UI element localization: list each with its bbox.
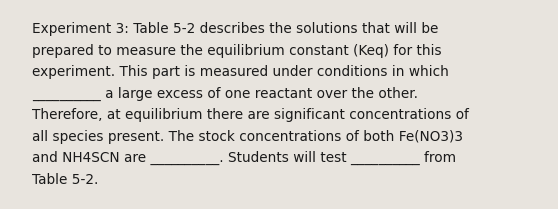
Text: experiment. This part is measured under conditions in which: experiment. This part is measured under … bbox=[32, 65, 449, 79]
Text: Therefore, at equilibrium there are significant concentrations of: Therefore, at equilibrium there are sign… bbox=[32, 108, 469, 122]
Text: and NH4SCN are __________. Students will test __________ from: and NH4SCN are __________. Students will… bbox=[32, 151, 456, 165]
Text: Table 5-2.: Table 5-2. bbox=[32, 172, 98, 186]
Text: prepared to measure the equilibrium constant (Keq) for this: prepared to measure the equilibrium cons… bbox=[32, 43, 441, 57]
Text: Experiment 3: Table 5-2 describes the solutions that will be: Experiment 3: Table 5-2 describes the so… bbox=[32, 22, 439, 36]
Text: all species present. The stock concentrations of both Fe(NO3)3: all species present. The stock concentra… bbox=[32, 130, 463, 144]
Text: __________ a large excess of one reactant over the other.: __________ a large excess of one reactan… bbox=[32, 87, 418, 101]
